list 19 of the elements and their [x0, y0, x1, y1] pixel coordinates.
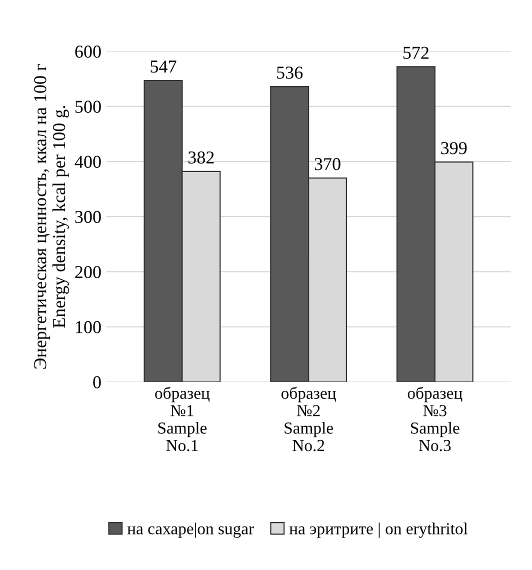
legend-label: на эритрите | on erythritol — [289, 522, 468, 538]
x-tick-label: образец №2 Sample No.2 — [281, 386, 336, 452]
y-tick-label: 100 — [76, 321, 101, 334]
y-tick-label: 200 — [75, 266, 101, 278]
y-tick-label: 0 — [93, 376, 101, 388]
x-tick-label: образец №1 Sample No.1 — [155, 386, 210, 452]
data-label: 536 — [277, 66, 303, 79]
legend-label: на сахаре|on sugar — [127, 522, 254, 538]
data-label: 572 — [403, 46, 429, 59]
y-tick-label: 500 — [76, 100, 101, 113]
y-tick-label: 400 — [74, 156, 101, 168]
y-axis-title: Энергетическая ценность, ккал на 100 г Energy density, kcal per 100 g. — [34, 64, 69, 369]
data-label: 370 — [314, 158, 340, 170]
data-label: 399 — [441, 142, 467, 154]
data-label: 547 — [150, 60, 176, 73]
x-tick-label: образец №3 Sample No.3 — [408, 386, 462, 452]
data-label: 382 — [188, 151, 214, 164]
y-tick-label: 600 — [75, 46, 101, 58]
y-tick-label: 300 — [75, 210, 101, 224]
